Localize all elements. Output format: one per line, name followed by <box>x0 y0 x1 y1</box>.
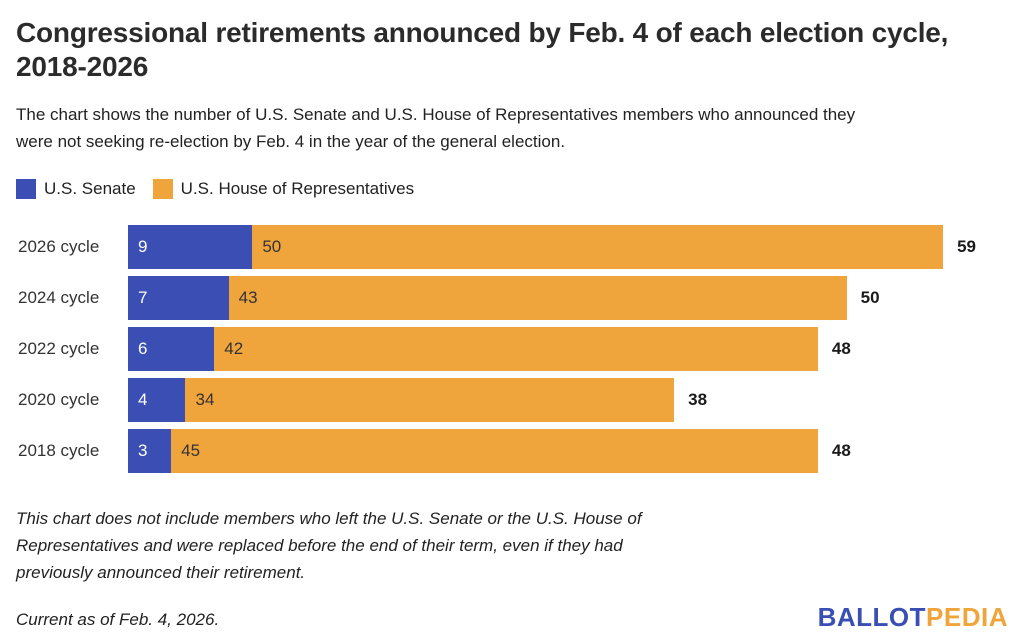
bar-track: 4 34 38 <box>128 378 976 422</box>
total-value-label: 48 <box>831 441 851 460</box>
legend: U.S. Senate U.S. House of Representative… <box>16 179 1008 199</box>
logo-text-ballot: BALLOT <box>817 602 927 632</box>
legend-item-senate: U.S. Senate <box>16 179 136 199</box>
row-label: 2026 cycle <box>18 237 100 256</box>
chart-footnote: This chart does not include members who … <box>16 509 642 582</box>
ballotpedia-logo: BALLOTPEDIA <box>818 604 1008 630</box>
house-bar-segment: 45 <box>171 429 818 473</box>
house-value-label: 43 <box>238 288 258 307</box>
legend-item-house: U.S. House of Representatives <box>152 179 415 199</box>
senate-value-label: 7 <box>138 288 148 307</box>
senate-bar-segment: 9 <box>128 225 253 269</box>
house-value-label: 34 <box>195 390 215 409</box>
row-label: 2024 cycle <box>18 288 100 307</box>
row-label: 2022 cycle <box>18 339 100 358</box>
house-bar-segment: 34 <box>185 378 675 422</box>
legend-label-senate: U.S. Senate <box>44 179 136 198</box>
footer-bar: Current as of Feb. 4, 2026. BALLOTPEDIA <box>16 604 1008 630</box>
current-as-of-text: Current as of Feb. 4, 2026. <box>16 610 220 629</box>
row-label: 2020 cycle <box>18 390 100 409</box>
bar-track: 7 43 50 <box>128 276 976 320</box>
senate-value-label: 3 <box>138 441 148 460</box>
senate-value-label: 4 <box>138 390 148 409</box>
bar-row-2026: 2026 cycle 9 50 59 <box>16 225 1008 269</box>
row-label: 2018 cycle <box>18 441 100 460</box>
legend-label-house: U.S. House of Representatives <box>180 179 415 198</box>
house-value-label: 45 <box>181 441 201 460</box>
senate-bar-segment: 6 <box>128 327 215 371</box>
total-value-label: 48 <box>831 339 851 358</box>
total-value-label: 50 <box>860 288 880 307</box>
house-value-label: 50 <box>262 237 282 256</box>
page-title: Congressional retirements announced by F… <box>16 17 949 82</box>
bar-chart: 2026 cycle 9 50 59 2024 cycle 7 43 50 20… <box>16 225 1008 473</box>
chart-subtitle: The chart shows the number of U.S. Senat… <box>16 105 856 151</box>
house-swatch-icon <box>152 179 173 199</box>
bar-row-2024: 2024 cycle 7 43 50 <box>16 276 1008 320</box>
house-value-label: 42 <box>224 339 244 358</box>
logo-text-pedia: PEDIA <box>926 602 1008 632</box>
bar-track: 6 42 48 <box>128 327 976 371</box>
senate-bar-segment: 4 <box>128 378 186 422</box>
senate-bar-segment: 3 <box>128 429 172 473</box>
bar-track: 3 45 48 <box>128 429 976 473</box>
house-bar-segment: 42 <box>214 327 818 371</box>
total-value-label: 59 <box>957 237 976 256</box>
bar-row-2018: 2018 cycle 3 45 48 <box>16 429 1008 473</box>
senate-value-label: 9 <box>138 237 148 256</box>
bar-track: 9 50 59 <box>128 225 976 269</box>
senate-bar-segment: 7 <box>128 276 229 320</box>
senate-swatch-icon <box>16 179 36 199</box>
house-bar-segment: 50 <box>252 225 944 269</box>
senate-value-label: 6 <box>138 339 148 358</box>
bar-row-2020: 2020 cycle 4 34 38 <box>16 378 1008 422</box>
bar-row-2022: 2022 cycle 6 42 48 <box>16 327 1008 371</box>
house-bar-segment: 43 <box>228 276 847 320</box>
total-value-label: 38 <box>688 390 708 409</box>
